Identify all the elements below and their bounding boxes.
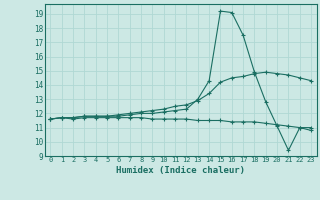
X-axis label: Humidex (Indice chaleur): Humidex (Indice chaleur): [116, 166, 245, 175]
